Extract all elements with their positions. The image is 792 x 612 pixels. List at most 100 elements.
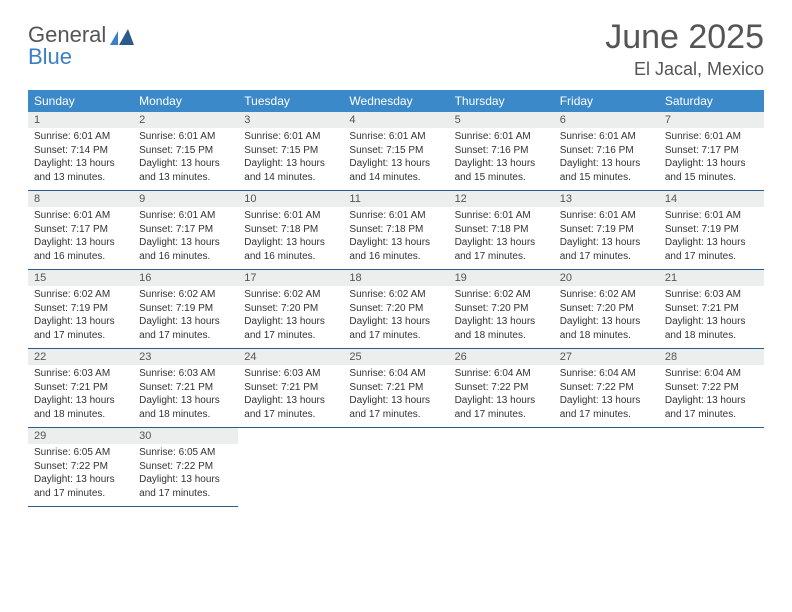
sunrise-line: Sunrise: 6:05 AM bbox=[34, 446, 127, 460]
daylight-line: Daylight: 13 hours and 18 minutes. bbox=[665, 315, 758, 342]
sunrise-line: Sunrise: 6:01 AM bbox=[349, 130, 442, 144]
sunset-value: 7:20 PM bbox=[491, 303, 528, 314]
sunrise-line: Sunrise: 6:03 AM bbox=[244, 367, 337, 381]
sunset-line: Sunset: 7:22 PM bbox=[455, 381, 548, 395]
daylight-line: Daylight: 13 hours and 17 minutes. bbox=[244, 394, 337, 421]
day-cell: 27Sunrise: 6:04 AMSunset: 7:22 PMDayligh… bbox=[554, 349, 659, 428]
sunrise-value: 6:02 AM bbox=[389, 289, 426, 300]
sunrise-label: Sunrise: bbox=[34, 131, 73, 142]
sunrise-line: Sunrise: 6:01 AM bbox=[665, 209, 758, 223]
day-number: 25 bbox=[343, 349, 448, 365]
day-content: Sunrise: 6:03 AMSunset: 7:21 PMDaylight:… bbox=[238, 365, 343, 427]
sunset-label: Sunset: bbox=[34, 224, 71, 235]
sunrise-value: 6:02 AM bbox=[179, 289, 216, 300]
daylight-label: Daylight: bbox=[665, 316, 707, 327]
sunset-line: Sunset: 7:18 PM bbox=[244, 223, 337, 237]
sunset-label: Sunset: bbox=[560, 303, 597, 314]
day-cell: .. bbox=[343, 428, 448, 507]
day-cell: 23Sunrise: 6:03 AMSunset: 7:21 PMDayligh… bbox=[133, 349, 238, 428]
day-cell: 28Sunrise: 6:04 AMSunset: 7:22 PMDayligh… bbox=[659, 349, 764, 428]
sunrise-value: 6:03 AM bbox=[179, 368, 216, 379]
sunset-value: 7:21 PM bbox=[386, 382, 423, 393]
daylight-line: Daylight: 13 hours and 13 minutes. bbox=[34, 157, 127, 184]
sunset-label: Sunset: bbox=[34, 461, 71, 472]
sunset-label: Sunset: bbox=[139, 461, 176, 472]
day-content: Sunrise: 6:01 AMSunset: 7:15 PMDaylight:… bbox=[238, 128, 343, 190]
sunrise-line: Sunrise: 6:01 AM bbox=[139, 130, 232, 144]
sunset-value: 7:21 PM bbox=[71, 382, 108, 393]
sunset-value: 7:18 PM bbox=[281, 224, 318, 235]
sunrise-label: Sunrise: bbox=[455, 131, 494, 142]
daylight-line: Daylight: 13 hours and 14 minutes. bbox=[244, 157, 337, 184]
daylight-label: Daylight: bbox=[139, 158, 181, 169]
sunrise-line: Sunrise: 6:01 AM bbox=[34, 209, 127, 223]
daylight-line: Daylight: 13 hours and 16 minutes. bbox=[34, 236, 127, 263]
weekday-header: Friday bbox=[554, 90, 659, 112]
sunrise-value: 6:01 AM bbox=[389, 210, 426, 221]
sunset-line: Sunset: 7:19 PM bbox=[34, 302, 127, 316]
sunset-label: Sunset: bbox=[139, 224, 176, 235]
day-number: 4 bbox=[343, 112, 448, 128]
sunset-line: Sunset: 7:20 PM bbox=[455, 302, 548, 316]
daylight-label: Daylight: bbox=[244, 395, 286, 406]
sunrise-label: Sunrise: bbox=[665, 210, 704, 221]
sunrise-label: Sunrise: bbox=[244, 289, 283, 300]
sunrise-label: Sunrise: bbox=[139, 289, 178, 300]
sunset-label: Sunset: bbox=[139, 145, 176, 156]
daylight-line: Daylight: 13 hours and 17 minutes. bbox=[34, 315, 127, 342]
sunset-label: Sunset: bbox=[244, 145, 281, 156]
sunset-value: 7:17 PM bbox=[71, 224, 108, 235]
day-cell: 30Sunrise: 6:05 AMSunset: 7:22 PMDayligh… bbox=[133, 428, 238, 507]
day-number: 15 bbox=[28, 270, 133, 286]
day-number: 6 bbox=[554, 112, 659, 128]
daylight-label: Daylight: bbox=[34, 474, 76, 485]
sunset-value: 7:19 PM bbox=[176, 303, 213, 314]
day-content: Sunrise: 6:02 AMSunset: 7:19 PMDaylight:… bbox=[28, 286, 133, 348]
daylight-line: Daylight: 13 hours and 15 minutes. bbox=[560, 157, 653, 184]
sunset-label: Sunset: bbox=[34, 382, 71, 393]
sunset-label: Sunset: bbox=[665, 224, 702, 235]
daylight-line: Daylight: 13 hours and 17 minutes. bbox=[139, 315, 232, 342]
day-cell: 12Sunrise: 6:01 AMSunset: 7:18 PMDayligh… bbox=[449, 191, 554, 270]
day-cell: 24Sunrise: 6:03 AMSunset: 7:21 PMDayligh… bbox=[238, 349, 343, 428]
day-cell: 25Sunrise: 6:04 AMSunset: 7:21 PMDayligh… bbox=[343, 349, 448, 428]
day-number: 23 bbox=[133, 349, 238, 365]
sunrise-line: Sunrise: 6:03 AM bbox=[665, 288, 758, 302]
logo-text: General Blue bbox=[28, 24, 106, 68]
day-cell: 9Sunrise: 6:01 AMSunset: 7:17 PMDaylight… bbox=[133, 191, 238, 270]
sunrise-line: Sunrise: 6:01 AM bbox=[244, 130, 337, 144]
sunrise-label: Sunrise: bbox=[560, 368, 599, 379]
daylight-line: Daylight: 13 hours and 16 minutes. bbox=[349, 236, 442, 263]
day-number: 17 bbox=[238, 270, 343, 286]
sunset-line: Sunset: 7:21 PM bbox=[244, 381, 337, 395]
sunset-label: Sunset: bbox=[139, 303, 176, 314]
sunrise-value: 6:02 AM bbox=[73, 289, 110, 300]
daylight-line: Daylight: 13 hours and 15 minutes. bbox=[455, 157, 548, 184]
day-cell: 26Sunrise: 6:04 AMSunset: 7:22 PMDayligh… bbox=[449, 349, 554, 428]
sunrise-label: Sunrise: bbox=[34, 368, 73, 379]
sunrise-line: Sunrise: 6:02 AM bbox=[139, 288, 232, 302]
daylight-line: Daylight: 13 hours and 17 minutes. bbox=[560, 394, 653, 421]
sunset-label: Sunset: bbox=[455, 382, 492, 393]
day-content: Sunrise: 6:03 AMSunset: 7:21 PMDaylight:… bbox=[133, 365, 238, 427]
sunrise-label: Sunrise: bbox=[244, 368, 283, 379]
sunset-label: Sunset: bbox=[455, 224, 492, 235]
day-number: 26 bbox=[449, 349, 554, 365]
sunrise-line: Sunrise: 6:01 AM bbox=[665, 130, 758, 144]
day-content: Sunrise: 6:01 AMSunset: 7:15 PMDaylight:… bbox=[133, 128, 238, 190]
day-number: 27 bbox=[554, 349, 659, 365]
daylight-line: Daylight: 13 hours and 17 minutes. bbox=[349, 315, 442, 342]
day-number: 18 bbox=[343, 270, 448, 286]
sunset-value: 7:22 PM bbox=[176, 461, 213, 472]
sunset-value: 7:21 PM bbox=[176, 382, 213, 393]
sunrise-label: Sunrise: bbox=[560, 289, 599, 300]
day-content: Sunrise: 6:01 AMSunset: 7:18 PMDaylight:… bbox=[449, 207, 554, 269]
sunrise-label: Sunrise: bbox=[665, 368, 704, 379]
day-number: 12 bbox=[449, 191, 554, 207]
day-number: 24 bbox=[238, 349, 343, 365]
sunset-label: Sunset: bbox=[560, 224, 597, 235]
day-cell: 20Sunrise: 6:02 AMSunset: 7:20 PMDayligh… bbox=[554, 270, 659, 349]
daylight-label: Daylight: bbox=[560, 158, 602, 169]
sunset-line: Sunset: 7:17 PM bbox=[665, 144, 758, 158]
sunrise-value: 6:01 AM bbox=[704, 210, 741, 221]
